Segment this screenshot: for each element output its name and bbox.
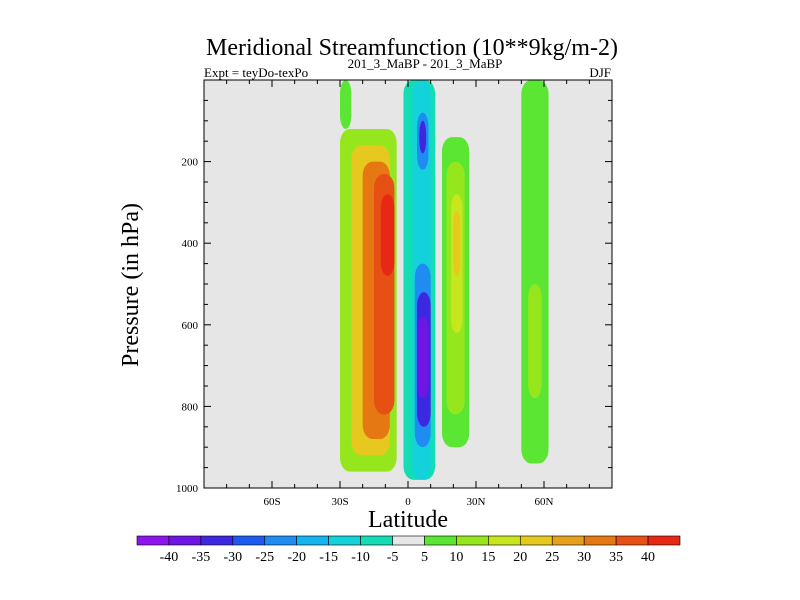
- y-tick-label: 1000: [176, 483, 199, 495]
- y-tick-label: 200: [182, 157, 199, 169]
- colorbar-swatch-13: [551, 535, 585, 546]
- x-tick-label: 60N: [535, 496, 554, 508]
- contour-region-5: [340, 80, 352, 129]
- colorbar: -40 -35 -30 -25 -20 -15 -10 -5 5 10 15 20 25 30 35 40: [136, 535, 681, 565]
- x-tick-label: 0: [405, 496, 411, 508]
- y-tick-label: 800: [182, 401, 199, 413]
- colorbar-label: 10: [449, 550, 463, 565]
- colorbar-swatch-3: [232, 535, 266, 546]
- colorbar-label: 40: [641, 550, 655, 565]
- contour-region-4: [380, 194, 395, 276]
- difference-label: 201_3_MaBP - 201_3_MaBP: [348, 56, 503, 71]
- colorbar-label: 25: [545, 550, 559, 565]
- colorbar-label: -30: [223, 550, 242, 565]
- colorbar-label: -10: [351, 550, 370, 565]
- colorbar-swatch-4: [264, 535, 298, 546]
- x-tick-label: 60S: [263, 496, 280, 508]
- colorbar-swatch-8: [392, 535, 425, 546]
- y-axis-label: Pressure (in hPa): [118, 203, 144, 367]
- colorbar-swatch-1: [168, 535, 202, 546]
- colorbar-swatch-11: [488, 535, 521, 546]
- colorbar-swatch-14: [583, 535, 617, 546]
- colorbar-label: -25: [255, 550, 274, 565]
- colorbar-swatch-16: [647, 535, 681, 546]
- chart-title: Meridional Streamfunction (10**9kg/m-2): [206, 35, 618, 61]
- colorbar-label: 15: [481, 550, 495, 565]
- colorbar-swatch-12: [519, 535, 553, 546]
- contour-region-12: [419, 120, 427, 154]
- x-tick-label: 30N: [467, 496, 486, 508]
- colorbar-swatch-9: [424, 535, 457, 546]
- contour-region-16: [453, 210, 461, 276]
- colorbar-label: 20: [513, 550, 527, 565]
- y-tick-label: 600: [182, 320, 199, 332]
- colorbar-swatch-15: [615, 535, 649, 546]
- colorbar-swatch-5: [296, 535, 329, 546]
- contour-region-17: [498, 96, 517, 129]
- colorbar-swatch-7: [360, 535, 393, 546]
- colorbar-swatch-0: [136, 535, 170, 546]
- x-axis-label: Latitude: [368, 507, 448, 533]
- colorbar-label: -5: [387, 550, 399, 565]
- x-tick-label: 30S: [331, 496, 348, 508]
- contour-region-10: [417, 316, 429, 399]
- colorbar-label: 30: [577, 550, 591, 565]
- colorbar-label: 5: [421, 550, 428, 565]
- colorbar-label: -40: [160, 550, 179, 565]
- plot-area: 200 400 600 800 1000 60S 30S 0 30N 60N: [176, 79, 613, 508]
- colorbar-label: -15: [319, 550, 338, 565]
- colorbar-swatch-6: [328, 535, 361, 546]
- colorbar-swatch-2: [200, 535, 234, 546]
- colorbar-swatch-10: [456, 535, 489, 546]
- contour-region-19: [528, 284, 542, 399]
- season-label: DJF: [589, 65, 611, 80]
- colorbar-label: 35: [609, 550, 623, 565]
- colorbar-label: -35: [192, 550, 211, 565]
- colorbar-label: -20: [287, 550, 306, 565]
- contour-region-18: [521, 80, 549, 464]
- experiment-label: Expt = teyDo-texPo: [204, 65, 308, 80]
- y-tick-label: 400: [182, 238, 199, 250]
